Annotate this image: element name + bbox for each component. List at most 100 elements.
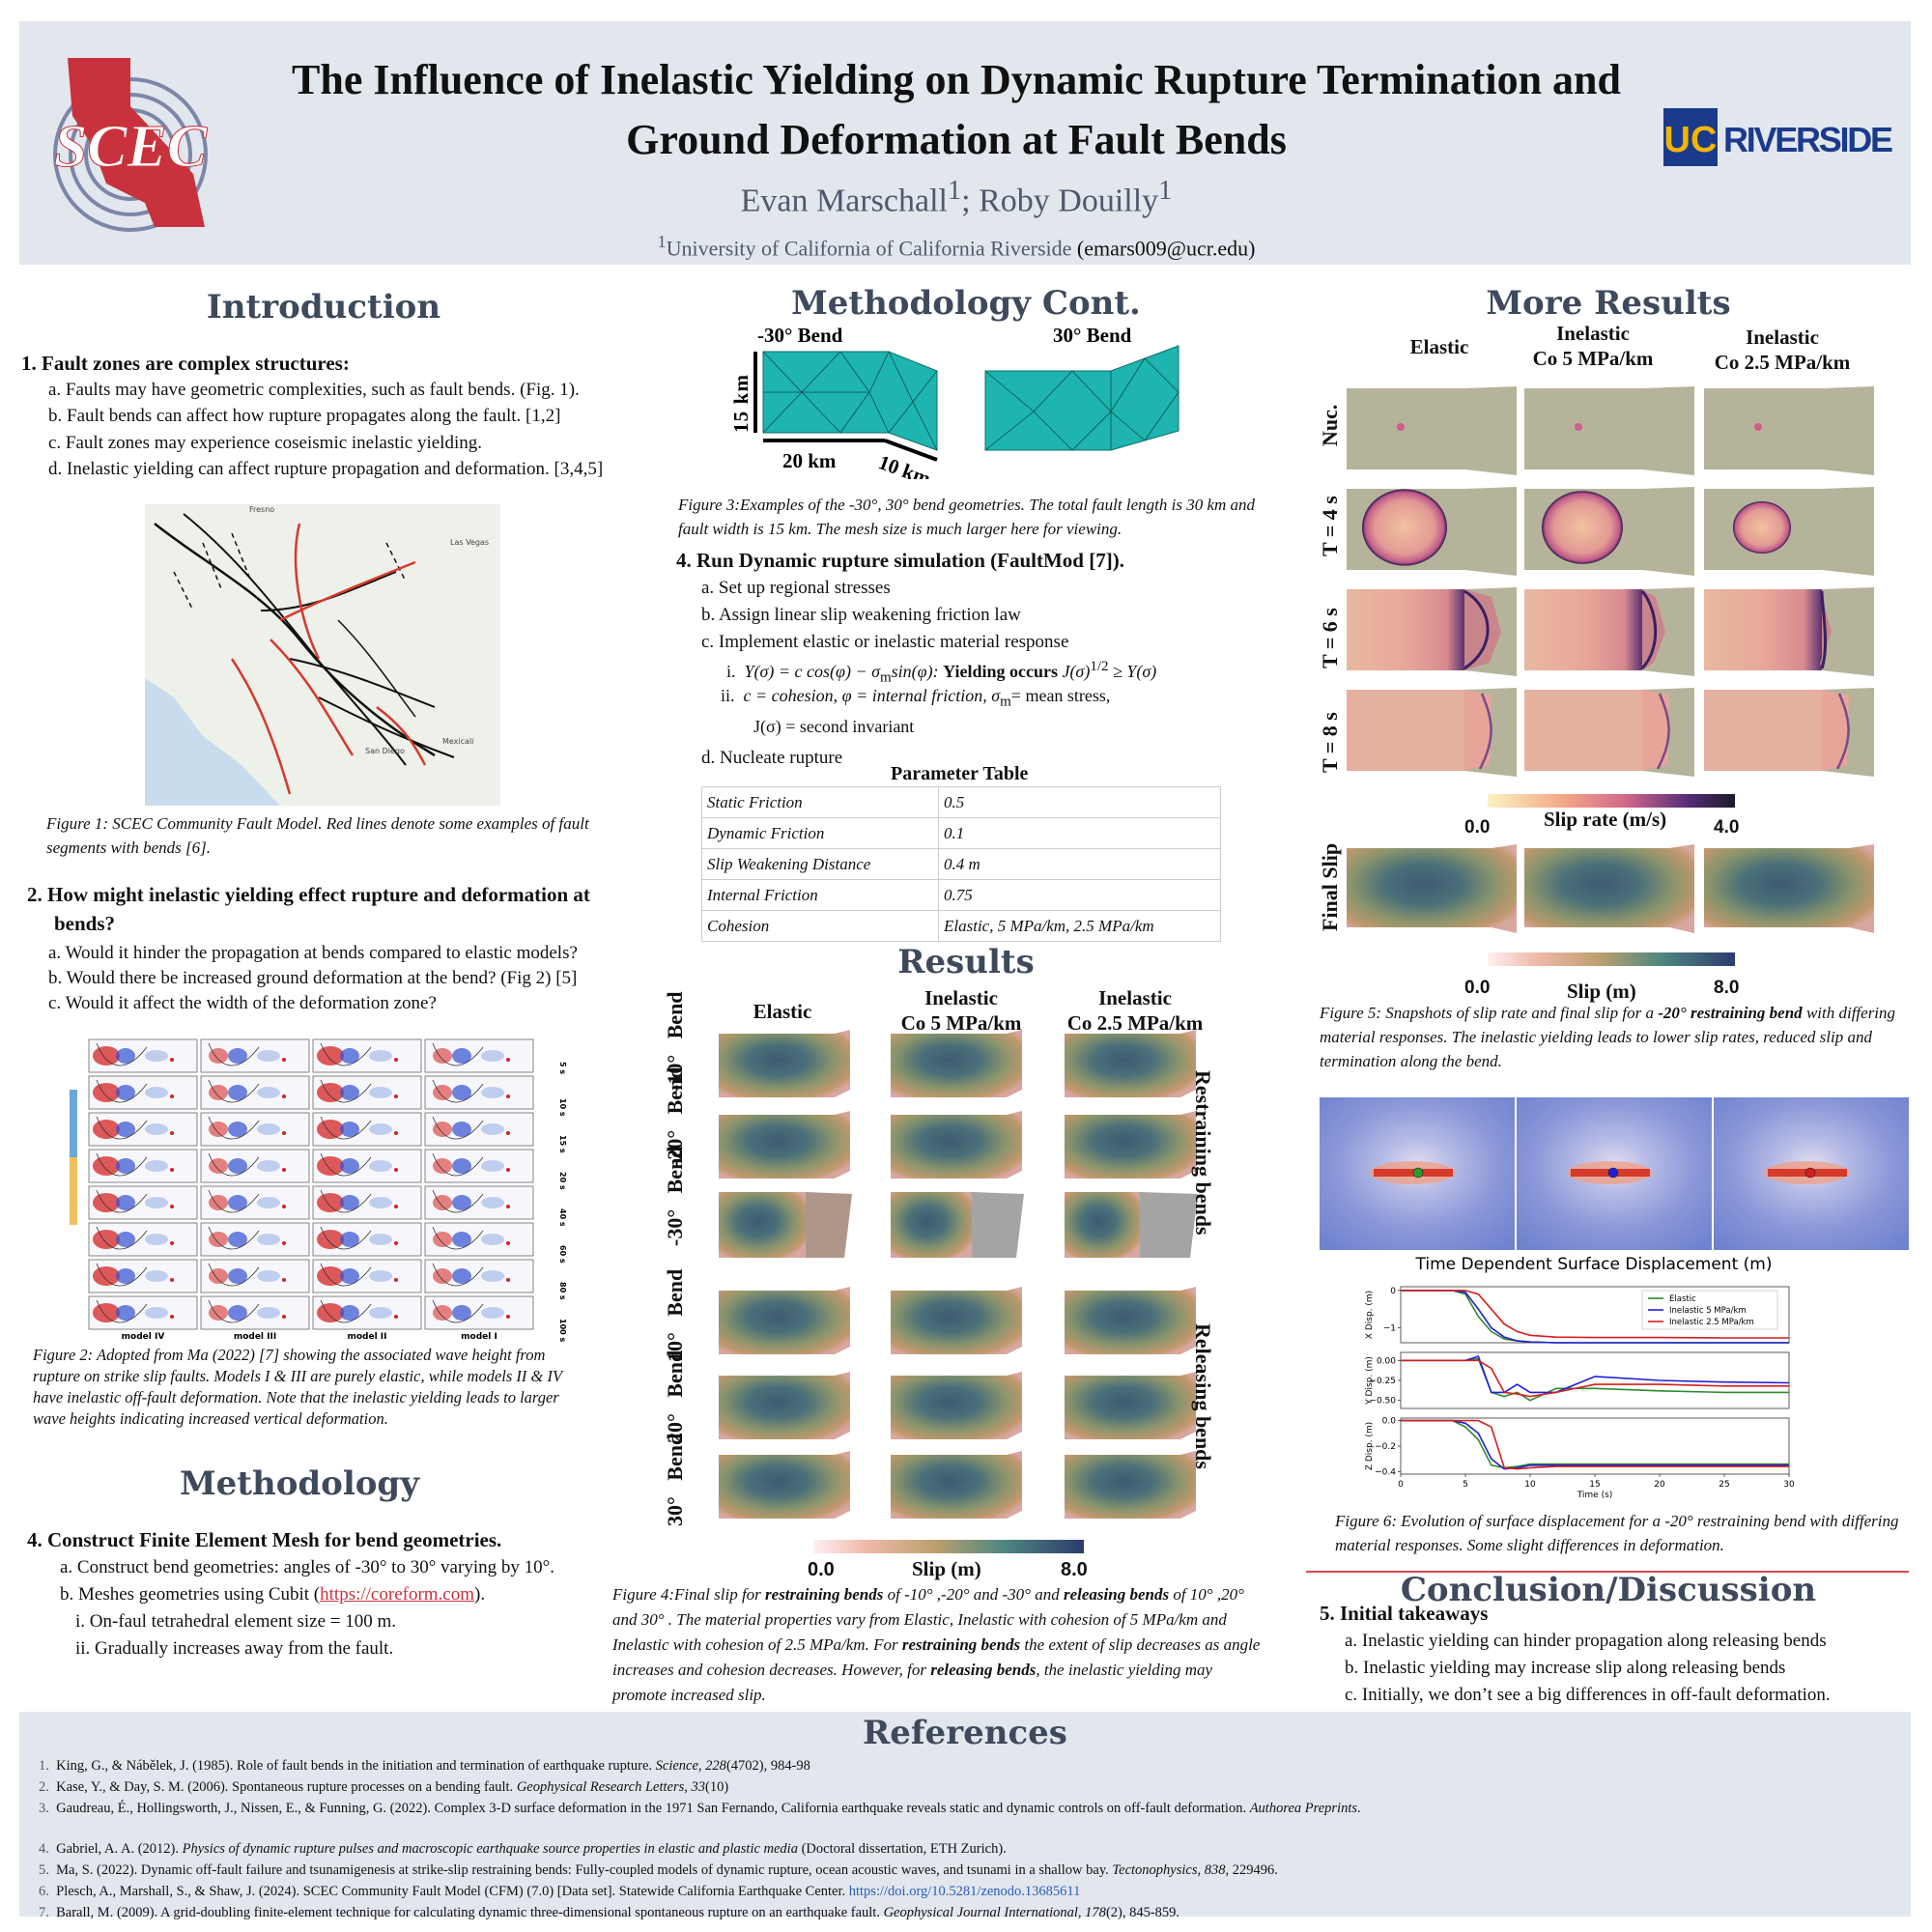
wave-panel (312, 1185, 422, 1220)
wave-panel (200, 1295, 310, 1330)
parameter-table-title: Parameter Table (891, 763, 1029, 784)
slip-tile (1065, 1111, 1200, 1180)
y-tick-label: 0.0 (1382, 1417, 1397, 1427)
row-label: -30° Bend (663, 1146, 687, 1246)
wave-panel (312, 1075, 422, 1110)
model-label: model IV (122, 1332, 165, 1342)
y-tick-label: −0.50 (1369, 1397, 1396, 1406)
wave-panel (88, 1222, 198, 1257)
x-tick-label: 10 (1524, 1480, 1536, 1490)
column-inelastic-5: Inelastic Co 5 MPa/km (1532, 322, 1654, 370)
row-label: 20° Bend (663, 1350, 687, 1443)
wave-panel (424, 1112, 534, 1147)
table-row: Slip Weakening Distance 0.4 m (701, 848, 1221, 880)
time-label: 60 s (558, 1245, 567, 1264)
displacement-map (1517, 1097, 1712, 1250)
y-tick-label: −0.2 (1375, 1442, 1396, 1452)
figure-6-caption: Figure 6: Evolution of surface displacem… (1335, 1512, 1899, 1554)
y-tick-label: −0.25 (1369, 1377, 1396, 1386)
svg-text:RIVERSIDE: RIVERSIDE (1723, 120, 1893, 159)
wave-panel (88, 1295, 198, 1330)
wave-panel (424, 1149, 534, 1183)
wave-panel (312, 1222, 422, 1257)
list-item: b. Meshes geometries using Cubit (https:… (60, 1584, 486, 1605)
column-inelastic-5: Inelastic Co 5 MPa/km (900, 986, 1022, 1035)
list-item: c. Would it affect the width of the defo… (48, 993, 437, 1013)
column-elastic: Elastic (1409, 335, 1469, 358)
list-item: b. Would there be increased ground defor… (48, 968, 578, 988)
bend-geometry-figure: -30° Bend 30° Bend 15 km 20 km 10 km (715, 324, 1198, 491)
coreform-link[interactable]: https://coreform.com (320, 1584, 475, 1605)
wave-panel (424, 1259, 534, 1293)
slip-rate-snapshot (1524, 587, 1694, 676)
wave-panel (200, 1112, 310, 1147)
wave-panel (424, 1295, 534, 1330)
parameter-table: Static Friction 0.5 Dynamic Friction 0.1 S… (701, 786, 1221, 942)
slip-tile (891, 1190, 1026, 1260)
yield-equation: i. Y(σ) = c cos(φ) − σmsin(φ): Yielding … (726, 659, 1157, 686)
slip-tile (1065, 1372, 1200, 1441)
row-label: Nuc. (1318, 404, 1342, 446)
wave-panel (88, 1112, 198, 1147)
row-label: T = 4 s (1318, 496, 1342, 556)
table-row: Internal Friction 0.75 (701, 879, 1221, 911)
section-divider (1306, 1571, 1909, 1573)
figure-4-caption: Figure 4:Final slip for restraining bend… (612, 1585, 1261, 1704)
x-tick-label: 30 (1783, 1480, 1795, 1490)
reference-item: 1. King, G., & Nábělek, J. (1985). Role … (39, 1758, 810, 1774)
doi-link[interactable]: https://doi.org/10.5281/zenodo.13685611 (848, 1884, 1081, 1899)
svg-text:Las Vegas: Las Vegas (450, 538, 489, 547)
references-heading: References (863, 1714, 1067, 1752)
slip-tile (1065, 1451, 1200, 1520)
poster-title: The Influence of Inelastic Yielding on D… (292, 56, 1621, 163)
row-label: 10° Bend (663, 1268, 687, 1362)
slip-rate-snapshot (1524, 487, 1694, 576)
wave-panel (88, 1185, 198, 1220)
slip-tile (1065, 1287, 1200, 1356)
column-inelastic-2-5: Inelastic Co 2.5 MPa/km (1066, 986, 1204, 1035)
x-tick-label: 20 (1654, 1480, 1665, 1490)
wave-panel (200, 1259, 310, 1293)
list-item: a. Faults may have geometric complexitie… (48, 380, 580, 400)
reference-item: 2. Kase, Y., & Day, S. M. (2006). Sponta… (39, 1779, 729, 1795)
y-axis-label: Z Disp. (m) (1365, 1422, 1375, 1470)
column-inelastic-2-5: Inelastic Co 2.5 MPa/km (1714, 326, 1851, 374)
slip-tile (891, 1030, 1026, 1099)
row-label: 30° Bend (663, 1433, 687, 1526)
wave-panel (312, 1295, 422, 1330)
wave-panel (200, 1222, 310, 1257)
row-label: T = 6 s (1318, 608, 1342, 668)
reference-item: 5. Ma, S. (2022). Dynamic off-fault fail… (39, 1862, 1278, 1878)
model-label: model I (461, 1332, 497, 1342)
table-row: Dynamic Friction 0.1 (701, 817, 1221, 849)
time-label: 80 s (558, 1282, 567, 1300)
slip-rate-snapshot (1704, 487, 1874, 576)
slip-rate-snapshot (1347, 386, 1517, 475)
slip-rate-snapshot (1524, 386, 1694, 475)
invariant-definition: J(σ) = second invariant (753, 717, 915, 736)
list-item: c. Fault zones may experience coseismic … (48, 433, 482, 453)
colorbar-label: Slip (m) (1567, 980, 1636, 1003)
chart-title: Time Dependent Surface Displacement (m) (1415, 1255, 1773, 1274)
y-tick-label: −0.4 (1375, 1467, 1396, 1477)
slip-rate-snapshot (1704, 688, 1874, 777)
introduction-heading: Introduction (206, 288, 441, 327)
colorbar-max: 4.0 (1714, 817, 1740, 838)
reference-item: 3. Gaudreau, É., Hollingsworth, J., Niss… (39, 1801, 1361, 1816)
slip-tile (1065, 1190, 1200, 1260)
y-axis-label: X Disp. (m) (1365, 1291, 1375, 1339)
svg-text:UC: UC (1664, 120, 1718, 160)
series-line (1401, 1290, 1789, 1339)
wave-panel (88, 1075, 198, 1110)
figure-5-caption: Figure 5: Snapshots of slip rate and fin… (1320, 1004, 1896, 1070)
slip-rate-snapshot (1347, 688, 1517, 777)
svg-text:San Diego: San Diego (365, 747, 405, 755)
time-label: 100 s (558, 1319, 567, 1342)
slip-colorbar (813, 1540, 1084, 1553)
wave-panel (88, 1038, 198, 1073)
final-slip-tile (1347, 844, 1517, 933)
svg-text:SCEC: SCEC (54, 114, 208, 180)
releasing-bends-label: Releasing bends (1191, 1323, 1215, 1469)
slip-rate-snapshot (1704, 386, 1874, 475)
slip-tile (719, 1287, 854, 1356)
